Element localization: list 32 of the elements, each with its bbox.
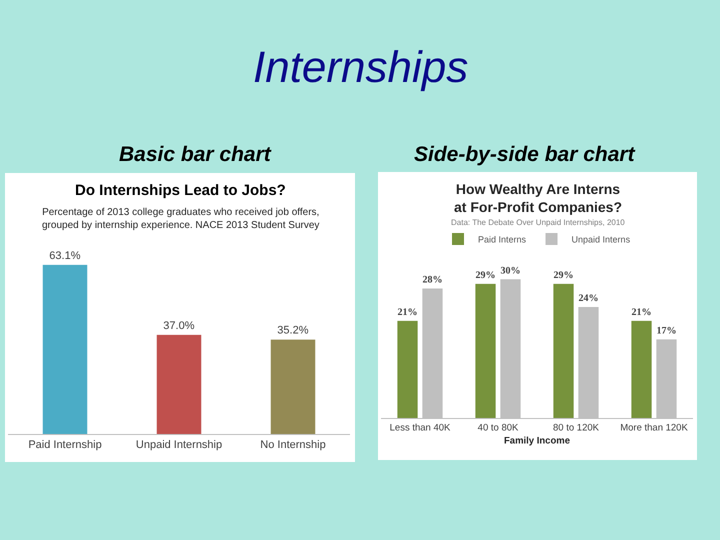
chart-title: Do Internships Lead to Jobs? [75, 182, 286, 199]
x-tick-label: More than 120K [620, 422, 688, 434]
x-tick-label: No Internship [260, 439, 326, 452]
x-axis-title: Family Income [504, 436, 570, 447]
bar [475, 284, 496, 418]
data-label: 30% [500, 265, 520, 276]
bar [397, 320, 418, 418]
chart-subtitle: Percentage of 2013 college graduates who received job offers, grouped by internship experience. NACE 2013 Student Survey [42, 207, 320, 231]
x-tick-label: 40 to 80K [478, 422, 519, 434]
data-label: 24% [578, 293, 598, 304]
data-label: 37.0% [163, 320, 195, 332]
data-label: 35.2% [277, 324, 309, 337]
data-label: 63.1% [49, 250, 81, 262]
x-tick-label: Unpaid Internship [136, 439, 222, 452]
legend-label: Paid Interns [478, 234, 527, 245]
x-tick-label: Paid Internship [28, 439, 102, 452]
chart-title: How Wealthy Are Interns at For-Profit Companies? [454, 181, 622, 216]
data-label: 28% [422, 274, 442, 286]
data-label: 29% [554, 270, 574, 281]
legend-label: Unpaid Interns [572, 234, 631, 245]
x-tick-label: Less than 40K [390, 422, 452, 434]
text: Internships [253, 43, 468, 92]
chart-subtitle: Data: The Debate Over Unpaid Internships, 2010 [451, 218, 626, 227]
data-label: 17% [656, 325, 676, 336]
x-tick-label: 80 to 120K [553, 422, 600, 434]
data-label: 21% [632, 306, 652, 318]
data-label: 21% [398, 306, 418, 318]
bar [553, 284, 574, 418]
text: Side-by-side bar chart [414, 143, 636, 166]
data-label: 29% [476, 270, 496, 281]
text: Basic bar chart [119, 143, 272, 166]
bar [631, 320, 652, 418]
